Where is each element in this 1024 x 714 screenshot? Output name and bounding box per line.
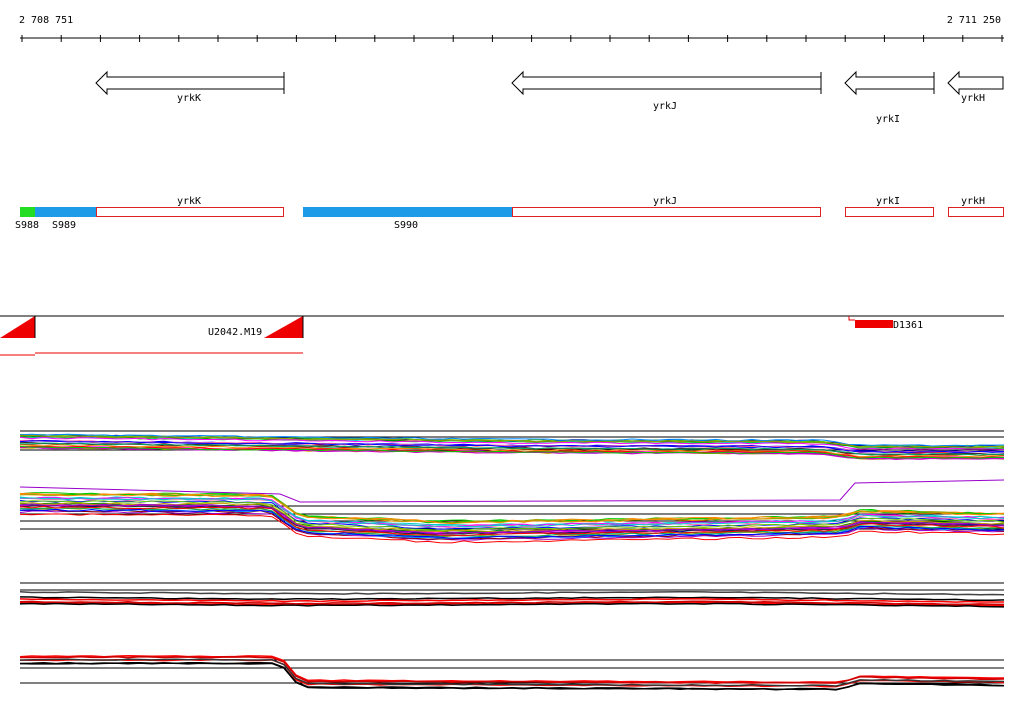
gene-arrow-yrkJ[interactable]: yrkJ [511,70,822,112]
probe-label-U2042-M19: U2042.M19 [208,327,262,338]
expression-series-line [19,661,1005,691]
gene-arrow-yrkK[interactable]: yrkK [95,70,285,104]
segment-label-S990: S990 [394,220,418,231]
expression-series-line [19,493,1005,525]
expression-series-line [20,656,1005,685]
expression-series-line [19,508,1005,540]
ruler-start-label: 2 708 751 [19,15,73,26]
expression-series-line [19,590,1005,596]
gene-box-yrkJ[interactable] [512,207,821,217]
gene-box-label-yrkK: yrkK [177,196,201,207]
gene-arrow-yrkI[interactable]: yrkI [844,70,935,125]
gene-box-label-yrkH: yrkH [961,196,985,207]
probe-track: U2042.M19 D1361 [0,315,1004,356]
ruler-ticks [21,35,1003,42]
expression-series-line [19,434,1005,449]
probe-U2042-M19[interactable]: U2042.M19 [0,316,304,356]
gene-box-yrkK[interactable] [96,207,284,217]
expression-profiles [19,430,1005,691]
expression-series-line [19,446,1005,461]
segment-track: yrkK yrkJ yrkI yrkH S988 S989 S990 [15,196,1004,231]
expression-series-line [19,442,1005,456]
expression-series-line [19,658,1005,687]
expression-series-line [19,505,1005,537]
expression-panel-1 [19,430,1005,461]
gene-arrow-label-yrkH: yrkH [961,93,985,104]
gene-arrow-yrkH[interactable]: yrkH [947,70,1004,104]
expression-series-line [19,500,1005,531]
expression-series-line [19,444,1005,458]
expression-series-line [19,510,1005,541]
expression-series-line [19,662,1005,691]
expression-series-line [19,600,1005,606]
gene-arrow-label-yrkK: yrkK [177,93,201,104]
segment-S988[interactable] [20,207,35,217]
expression-series-line [19,598,1004,603]
segment-S989[interactable] [35,207,96,217]
expression-panel-3 [19,582,1005,608]
gene-box-label-yrkJ: yrkJ [653,196,677,207]
expression-panel-2 [19,492,1005,544]
segment-label-S988: S988 [15,220,39,231]
segment-label-S989: S989 [52,220,76,231]
coordinate-ruler: 2 708 751 2 711 250 [19,15,1004,42]
expression-series-line [19,503,1005,534]
probe-D1361[interactable]: D1361 [848,316,923,331]
expression-series-line [19,602,1005,608]
gene-box-yrkH[interactable] [948,207,1004,217]
expression-series-line [19,436,1005,450]
gene-arrow-track: yrkK yrkJ yrkI yrkH [95,70,1004,125]
gene-box-label-yrkI: yrkI [876,196,900,207]
expression-series-line [19,497,1005,528]
ruler-end-label: 2 711 250 [947,15,1001,26]
segment-S990[interactable] [303,207,512,217]
expression-series-line [19,433,1005,447]
expression-series-line [19,479,1005,503]
probe-label-D1361: D1361 [893,320,923,331]
gene-arrow-label-yrkJ: yrkJ [653,101,677,112]
expression-series-line [19,440,1005,454]
expression-series-line [19,596,1005,602]
expression-series-line [19,445,1005,459]
gene-arrow-label-yrkI: yrkI [876,114,900,125]
gene-box-yrkI[interactable] [845,207,934,217]
expression-panel-4 [19,655,1005,691]
expression-series-line [19,513,1005,544]
